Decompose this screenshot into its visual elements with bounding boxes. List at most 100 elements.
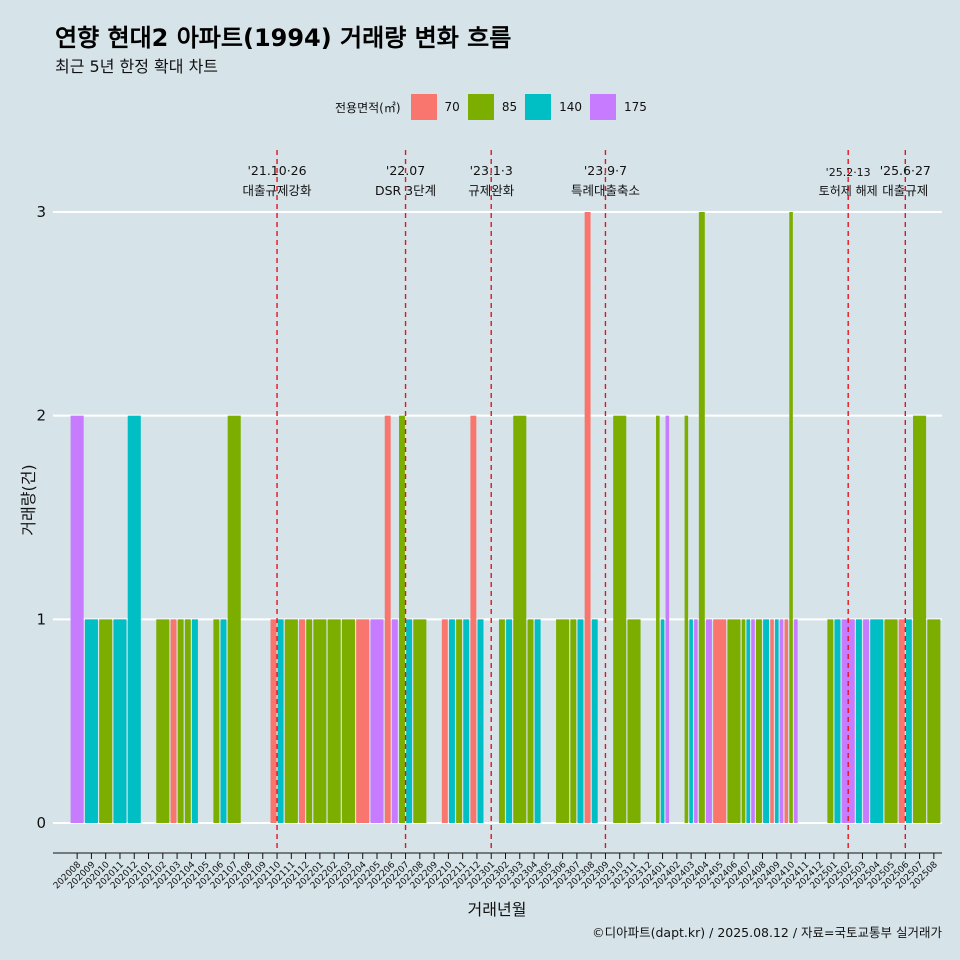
event-date-3: '23.9·7 [584, 163, 627, 178]
event-label-5: 대출규제 [882, 183, 928, 198]
event-label-2: 규제완화 [468, 183, 515, 198]
legend: 전용면적(㎡) 70 85 140 175 [335, 93, 655, 121]
bar-202405-70 [713, 619, 727, 823]
bar-202401-175 [665, 415, 670, 823]
event-date-2: '23.1·3 [470, 163, 513, 178]
bar-202110-140 [277, 619, 284, 823]
bar-202404-85 [698, 212, 705, 823]
bar-202208-85 [413, 619, 427, 823]
event-date-4: '25.2·13 [826, 166, 871, 179]
bar-202503-140 [855, 619, 862, 823]
bar-202211-85 [456, 619, 463, 823]
bar-202211-140 [463, 619, 470, 823]
bar-202409-140 [775, 619, 779, 823]
bar-202406-85 [727, 619, 741, 823]
bar-202107-85 [227, 415, 241, 823]
bar-202204-70 [356, 619, 370, 823]
bar-202106-140 [220, 619, 227, 823]
bar-202104-140 [191, 619, 198, 823]
legend-label-85: 85 [501, 100, 518, 114]
bar-202207-85 [399, 415, 405, 823]
event-label-4: 토허제 해제 [819, 184, 878, 198]
y-axis-title: 거래량(건) [19, 464, 38, 535]
bar-202501-140 [834, 619, 841, 823]
event-label-1: DSR 3단계 [375, 183, 436, 198]
bar-202506-70 [898, 619, 905, 823]
events-layer: '21.10·26 대출규제강화 '22.07 DSR 3단계 '23.1·3 규제완화 '… [243, 150, 931, 852]
bar-202409-175 [779, 619, 784, 823]
legend-item-175: 175 [590, 94, 647, 120]
bar-202111-85 [284, 619, 298, 823]
bar-202011-140 [113, 619, 127, 823]
bar-202403-140 [689, 619, 693, 823]
bar-202407-85 [741, 619, 746, 823]
bar-202302-85 [498, 619, 505, 823]
legend-swatch-70 [410, 94, 437, 120]
bar-202212-140 [477, 619, 484, 823]
bar-202505-85 [884, 619, 898, 823]
grid-layer [53, 211, 942, 824]
bar-202012-140 [127, 415, 141, 823]
bar-202008-175 [70, 415, 84, 823]
bar-202404-175 [706, 619, 712, 823]
bar-202401-140 [660, 619, 665, 823]
bar-202210-70 [441, 619, 448, 823]
legend-item-85: 85 [467, 94, 518, 120]
y-tick-label-3: 3 [36, 203, 46, 221]
bar-202506-140 [905, 619, 912, 823]
bar-202503-175 [863, 619, 870, 823]
chart-title: 연향 현대2 아파트(1994) 거래량 변화 흐름 [55, 24, 512, 52]
bar-202206-175 [391, 619, 398, 823]
bar-202103-85 [177, 619, 184, 823]
bar-202103-70 [170, 619, 177, 823]
bar-202210-140 [448, 619, 455, 823]
bar-202504-140 [870, 619, 884, 823]
legend-label-70: 70 [444, 100, 460, 114]
legend-swatch-175 [590, 94, 616, 120]
bar-202112-85 [306, 619, 313, 823]
bar-202410-70 [784, 619, 789, 823]
bar-202205-175 [370, 619, 384, 823]
bar-202410-175 [794, 619, 798, 823]
legend-item-70: 70 [410, 94, 460, 120]
bar-202009-140 [84, 619, 98, 823]
bar-202403-175 [694, 619, 698, 823]
bar-202206-70 [384, 415, 391, 823]
bar-202112-70 [299, 619, 305, 823]
bar-202306-85 [556, 619, 570, 823]
legend-label-140: 140 [559, 100, 582, 114]
legend-swatch-140 [525, 94, 552, 120]
event-label-0: 대출규제강화 [243, 183, 313, 198]
bar-202310-85 [613, 415, 627, 823]
y-tick-label-0: 0 [36, 814, 46, 832]
bar-202407-140 [746, 619, 751, 823]
bar-202408-85 [755, 619, 762, 823]
bar-202507-85 [913, 415, 927, 823]
bar-202403-85 [684, 415, 689, 823]
legend-label-175: 175 [624, 100, 647, 114]
bar-202308-140 [591, 619, 598, 823]
bar-202307-140 [577, 619, 584, 823]
bar-202104-85 [184, 619, 191, 823]
bar-202409-70 [770, 619, 774, 823]
bar-202401-85 [656, 415, 660, 823]
bar-202203-85 [341, 619, 355, 823]
bar-202207-140 [406, 619, 413, 823]
y-tick-label-1: 1 [36, 610, 46, 628]
bar-202304-140 [534, 619, 541, 823]
x-axis-title: 거래년월 [468, 900, 527, 919]
bar-202201-85 [313, 619, 327, 823]
event-label-3: 특례대출축소 [571, 183, 640, 198]
caption: ©디아파트(dapt.kr) / 2025.08.12 / 자료=국토교통부 실… [592, 925, 942, 940]
chart-subtitle: 최근 5년 한정 확대 차트 [55, 57, 219, 76]
bar-202303-85 [513, 415, 527, 823]
event-date-0: '21.10·26 [247, 163, 306, 178]
bar-202311-85 [627, 619, 641, 823]
bar-202407-175 [751, 619, 755, 823]
bar-202212-70 [470, 415, 477, 823]
legend-title: 전용면적(㎡) [335, 100, 401, 115]
bar-202010-85 [99, 619, 113, 823]
bars-layer [70, 212, 941, 823]
legend-swatch-85 [467, 94, 494, 120]
